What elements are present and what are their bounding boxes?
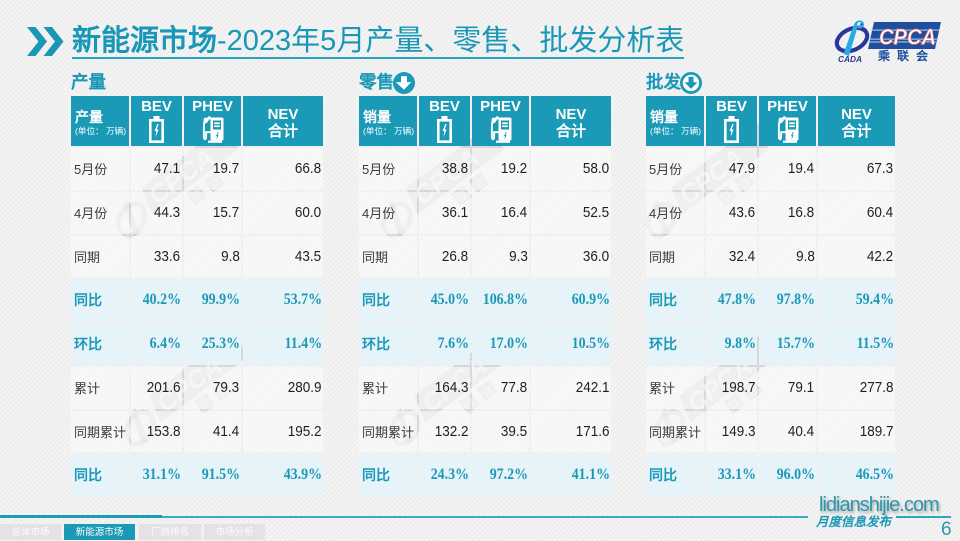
svg-text:乘联会: 乘联会 — [877, 48, 935, 63]
svg-text:CPCA: CPCA — [879, 25, 936, 50]
svg-text:CADA: CADA — [838, 54, 862, 64]
